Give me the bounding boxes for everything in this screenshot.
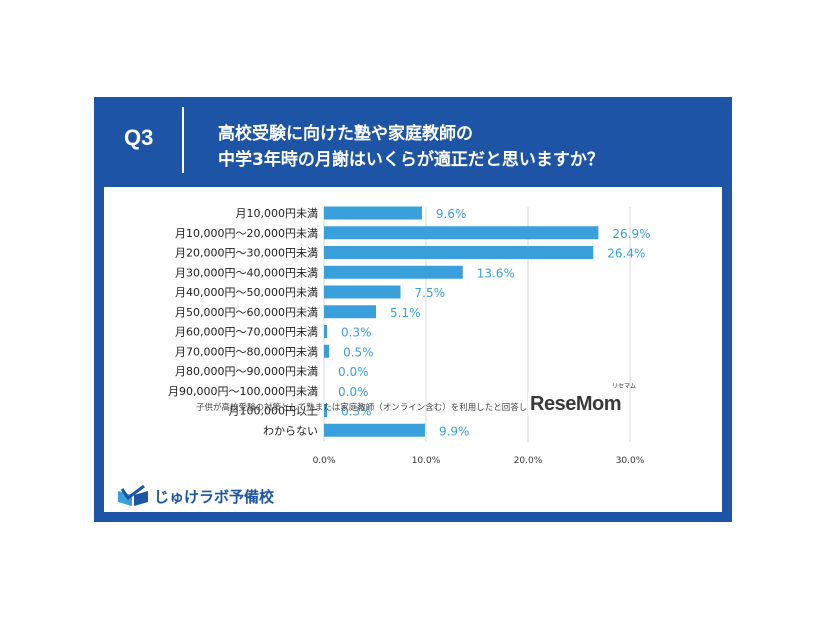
x-tick-label: 30.0% xyxy=(616,456,645,466)
value-label: 13.6% xyxy=(477,266,515,280)
category-label: 月30,000円～40,000円未満 xyxy=(175,266,318,279)
value-label: 0.3% xyxy=(341,326,372,340)
value-label: 0.3% xyxy=(341,405,372,419)
value-label: 9.9% xyxy=(439,424,470,438)
survey-footnote: 子供が高校受験の対策として塾または家庭教師（オンライン含む）を利用したと回答した… xyxy=(196,403,532,413)
bar xyxy=(324,265,463,279)
bar xyxy=(324,206,422,220)
bar xyxy=(324,423,425,437)
bar xyxy=(324,285,401,299)
value-label: 5.1% xyxy=(390,306,421,320)
category-label: 月50,000円～60,000円未満 xyxy=(175,306,318,319)
chart-panel: 0.0% 10.0% 20.0% 30.0% 月10,000円未満 9.6% 月10,000… xyxy=(104,187,722,512)
category-label: 月40,000円～50,000円未満 xyxy=(175,286,318,299)
value-label: 0.0% xyxy=(338,385,369,399)
question-title-line-2: 中学3年時の月謝はいくらが適正だと思いますか？ xyxy=(218,150,604,170)
category-label: 月100,000円以上 xyxy=(229,405,319,418)
juke-labo-logo: じゅけラボ予備校 xyxy=(116,485,274,507)
x-tick-label: 0.0% xyxy=(313,456,336,466)
resemom-watermark: ReseMom xyxy=(528,393,621,415)
open-book-icon xyxy=(118,485,148,506)
value-label: 0.0% xyxy=(338,365,369,379)
category-label: 月10,000円未満 xyxy=(236,207,319,220)
bar xyxy=(324,404,328,417)
resemom-kana: リセマム xyxy=(612,383,637,390)
category-label: わからない xyxy=(263,424,318,437)
category-label: 月10,000円～20,000円未満 xyxy=(175,227,318,240)
header-band: Q3 高校受験に向けた塾や家庭教師の 中学3年時の月謝はいくらが適正だと思います… xyxy=(94,97,732,187)
bar xyxy=(324,325,328,338)
value-label: 26.4% xyxy=(607,247,645,261)
value-label: 7.5% xyxy=(415,286,446,300)
question-title-line-1: 高校受験に向けた塾や家庭教師の xyxy=(218,124,473,144)
value-label: 9.6% xyxy=(436,207,467,221)
logo-text: じゅけラボ予備校 xyxy=(154,487,275,506)
category-label: 月80,000円～90,000円未満 xyxy=(175,365,318,378)
header-divider xyxy=(182,107,184,173)
value-label: 0.5% xyxy=(343,345,374,359)
x-tick-label: 20.0% xyxy=(514,456,543,466)
category-label: 月20,000円～30,000円未満 xyxy=(175,247,318,260)
category-label: 月70,000円～80,000円未満 xyxy=(175,345,318,358)
category-label: 月60,000円～70,000円未満 xyxy=(175,326,318,339)
chart-card: Q3 高校受験に向けた塾や家庭教師の 中学3年時の月謝はいくらが適正だと思います… xyxy=(94,97,732,522)
bar xyxy=(324,226,599,240)
bar-chart: 0.0% 10.0% 20.0% 30.0% 月10,000円未満 9.6% 月10,000… xyxy=(168,206,651,466)
value-label: 26.9% xyxy=(612,227,650,241)
bar xyxy=(324,246,594,259)
bar xyxy=(324,344,330,358)
bar xyxy=(324,305,377,319)
question-number: Q3 xyxy=(124,125,154,150)
category-label: 月90,000円～100,000円未満 xyxy=(168,385,318,398)
x-tick-label: 10.0% xyxy=(412,456,441,466)
